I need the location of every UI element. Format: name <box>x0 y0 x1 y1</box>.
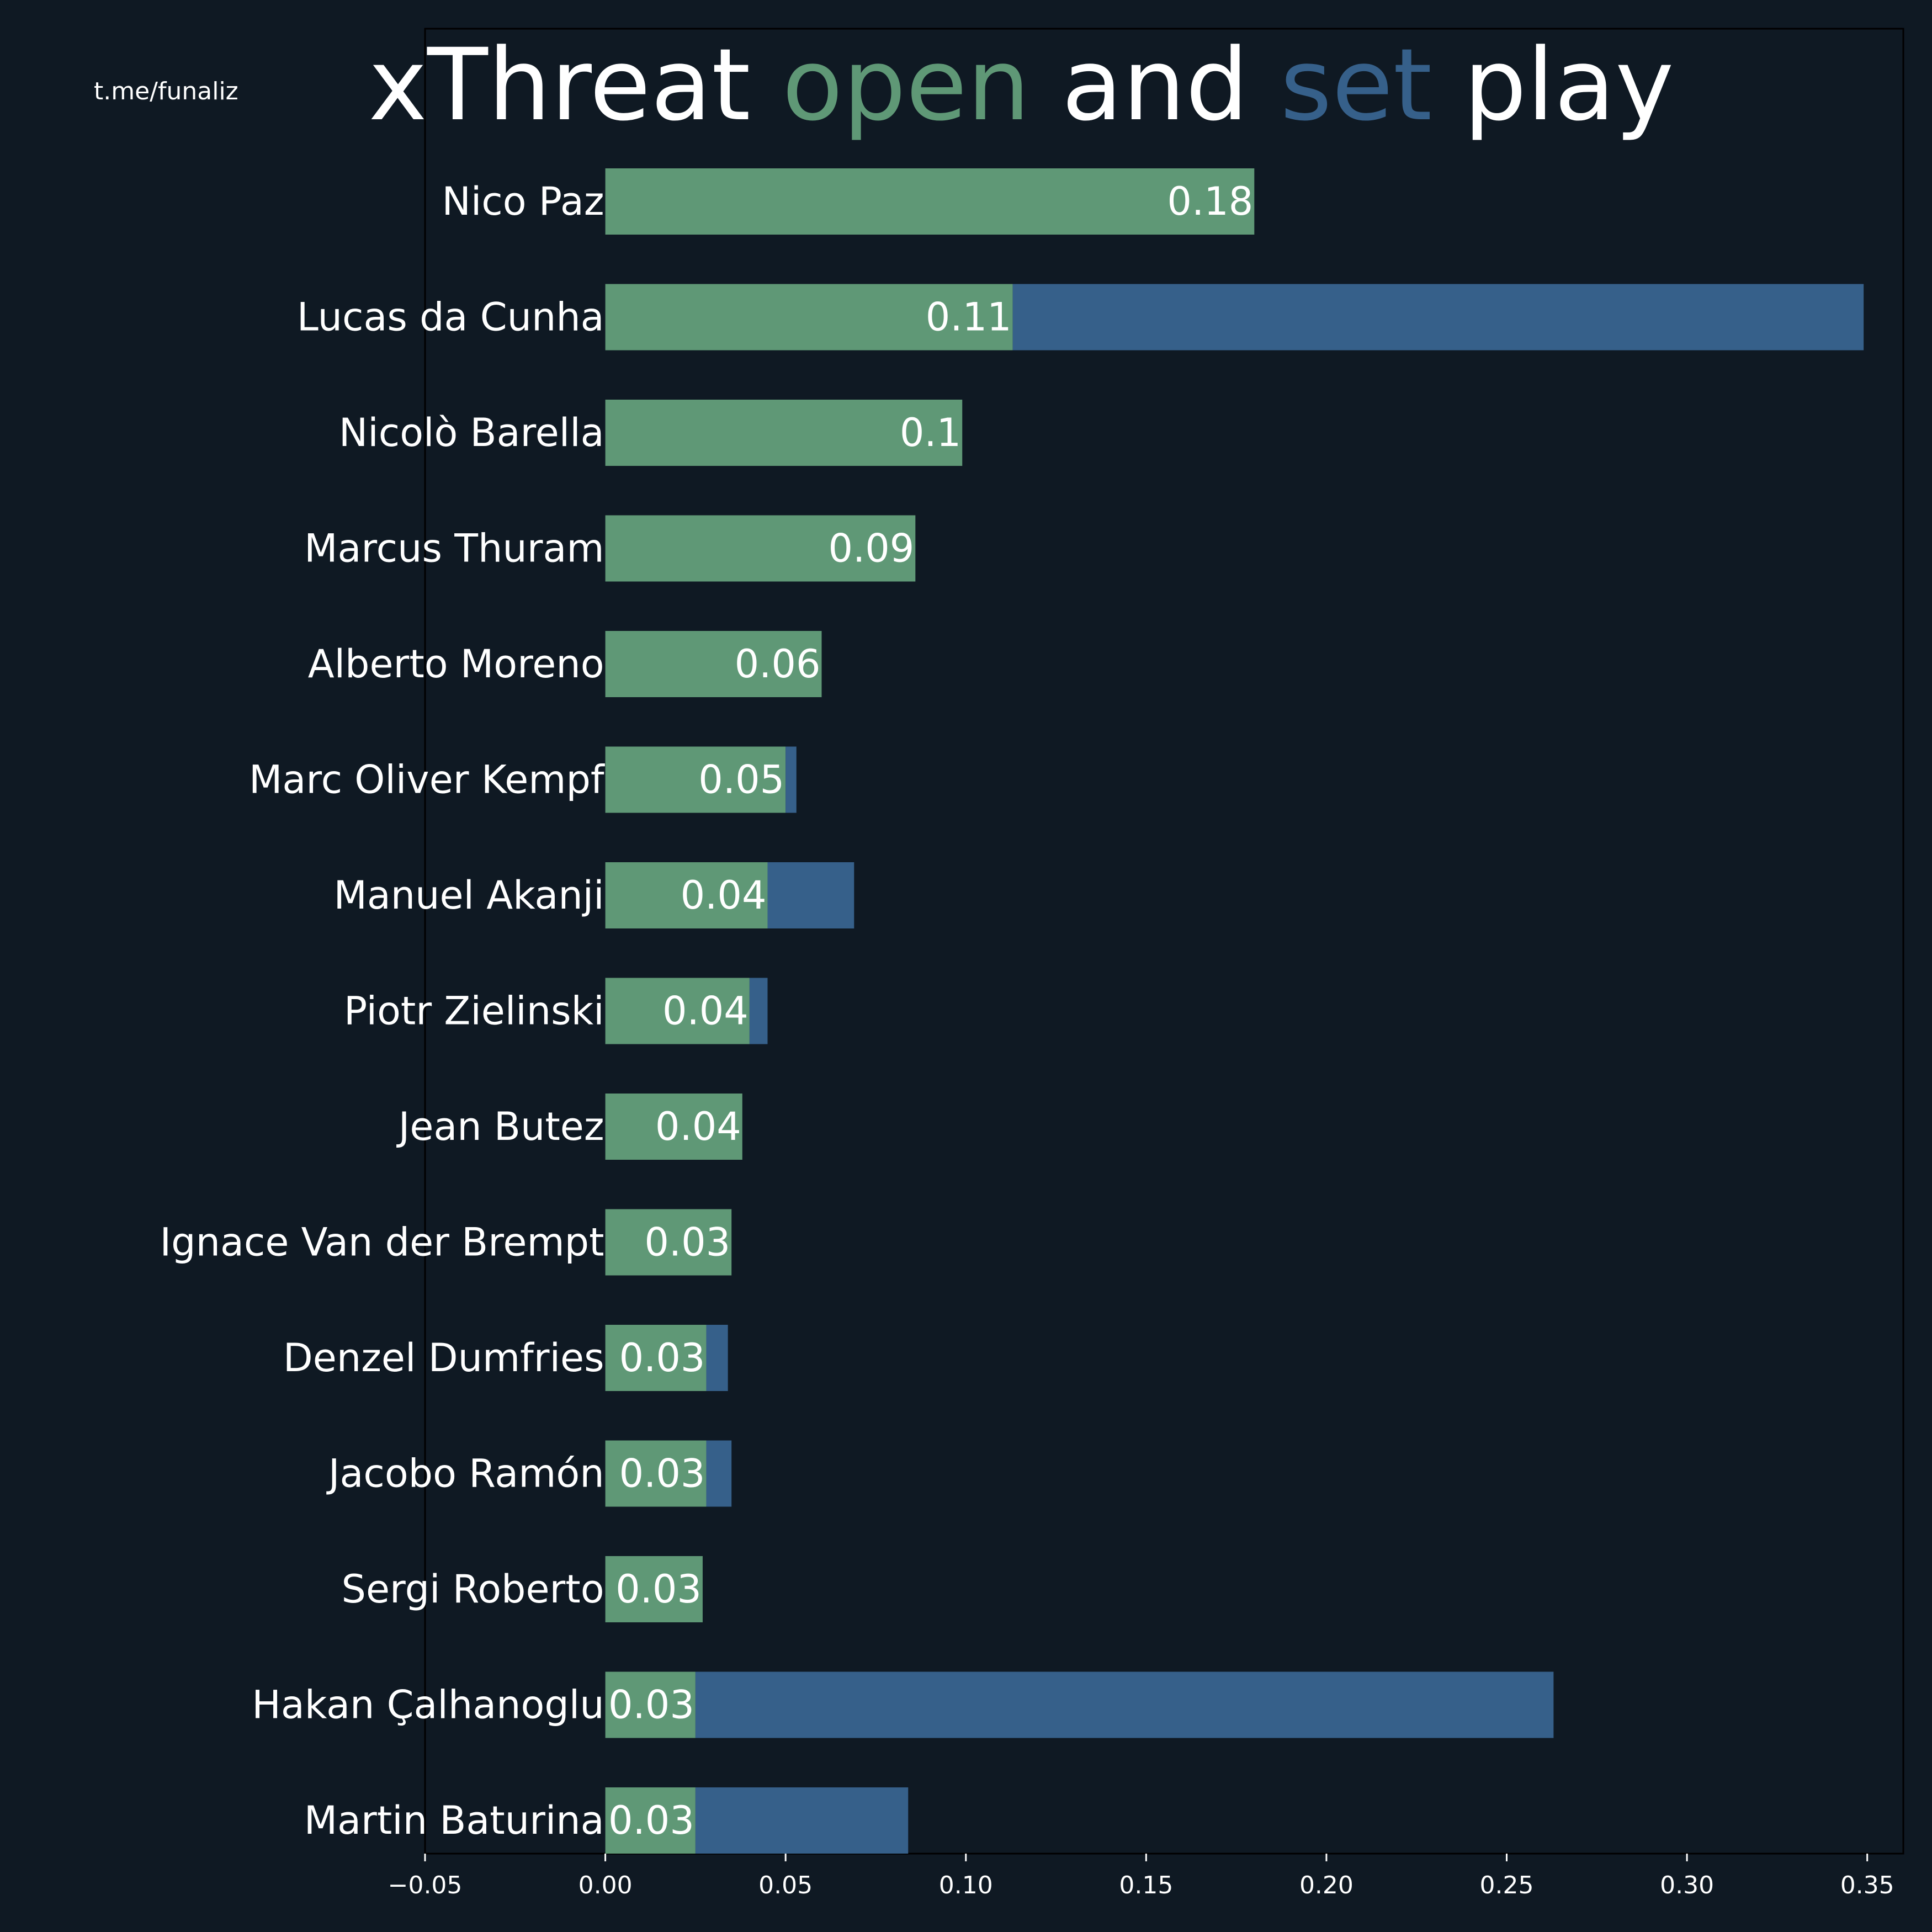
x-tick-label: 0.15 <box>1119 1871 1173 1899</box>
bar-open-play <box>605 168 1255 235</box>
plot-frame <box>424 28 1904 1855</box>
bar-open-play <box>605 1094 742 1160</box>
bar-open-play <box>605 1787 696 1854</box>
x-tick-label: 0.10 <box>939 1871 993 1899</box>
data-label: 0.09 <box>828 526 914 571</box>
y-tick-label: Piotr Zielinski <box>344 989 604 1034</box>
y-tick-label: Marcus Thuram <box>304 526 604 571</box>
data-label: 0.03 <box>619 1451 705 1496</box>
chart-title: xThreat open and set play <box>0 28 1932 143</box>
data-label: 0.03 <box>615 1567 702 1612</box>
bar-open-play <box>605 515 916 582</box>
x-tick-label: 0.20 <box>1299 1871 1354 1899</box>
y-tick-label: Martin Baturina <box>304 1798 604 1843</box>
data-label: 0.04 <box>662 989 749 1034</box>
data-label: 0.03 <box>644 1220 730 1265</box>
bar-set-play <box>1012 284 1864 351</box>
y-tick-label: Alberto Moreno <box>308 641 604 687</box>
x-tick-label: 0.05 <box>758 1871 813 1899</box>
bar-set-play <box>695 1787 909 1854</box>
bar-open-play <box>605 400 963 466</box>
bar-open-play <box>605 631 822 697</box>
y-tick-label: Nico Paz <box>442 179 604 224</box>
y-tick-label: Lucas da Cunha <box>297 295 604 340</box>
data-label: 0.11 <box>926 295 1012 340</box>
data-label: 0.1 <box>900 410 961 455</box>
bar-set-play <box>767 862 854 928</box>
data-label: 0.03 <box>608 1682 694 1728</box>
x-tick-label: 0.25 <box>1480 1871 1534 1899</box>
x-tick-label: 0.35 <box>1840 1871 1894 1899</box>
bar-open-play <box>605 1209 732 1276</box>
bar-open-play <box>605 1440 707 1507</box>
title-part-1: xThreat <box>368 28 782 143</box>
bar-set-play <box>706 1325 728 1391</box>
title-part-3: and <box>1030 28 1281 143</box>
title-part-5: play <box>1432 28 1674 143</box>
data-label: 0.03 <box>608 1798 694 1843</box>
y-tick-label: Jean Butez <box>396 1104 604 1149</box>
data-label: 0.03 <box>619 1335 705 1381</box>
bar-open-play <box>605 978 750 1044</box>
x-tick-label: 0.00 <box>578 1871 633 1899</box>
x-tick-label: −0.05 <box>388 1871 463 1899</box>
y-tick-label: Jacobo Ramón <box>326 1451 604 1496</box>
bar-open-play <box>605 284 1013 351</box>
title-part-open: open <box>782 28 1031 143</box>
y-tick-label: Denzel Dumfries <box>283 1335 604 1381</box>
y-tick-label: Hakan Çalhanoglu <box>252 1682 604 1728</box>
data-label: 0.04 <box>681 873 767 918</box>
y-tick-label: Sergi Roberto <box>342 1567 604 1612</box>
bar-open-play <box>605 746 786 813</box>
data-label: 0.18 <box>1167 179 1253 224</box>
bar-set-play <box>749 978 768 1044</box>
bar-open-play <box>605 1556 703 1622</box>
bar-set-play <box>695 1671 1554 1738</box>
data-label: 0.05 <box>698 757 784 803</box>
title-part-set: set <box>1280 28 1432 143</box>
bar-set-play <box>706 1440 732 1507</box>
bar-open-play <box>605 862 768 928</box>
bar-open-play <box>605 1325 707 1391</box>
watermark: t.me/funaliz <box>94 77 238 105</box>
y-tick-label: Nicolò Barella <box>339 410 604 455</box>
y-tick-label: Manuel Akanji <box>333 873 604 918</box>
x-tick-label: 0.30 <box>1660 1871 1714 1899</box>
data-label: 0.06 <box>735 641 821 687</box>
y-tick-label: Ignace Van der Brempt <box>160 1220 604 1265</box>
data-label: 0.04 <box>655 1104 741 1149</box>
bar-set-play <box>785 746 797 813</box>
y-tick-label: Marc Oliver Kempf <box>249 757 605 803</box>
bar-open-play <box>605 1671 696 1738</box>
